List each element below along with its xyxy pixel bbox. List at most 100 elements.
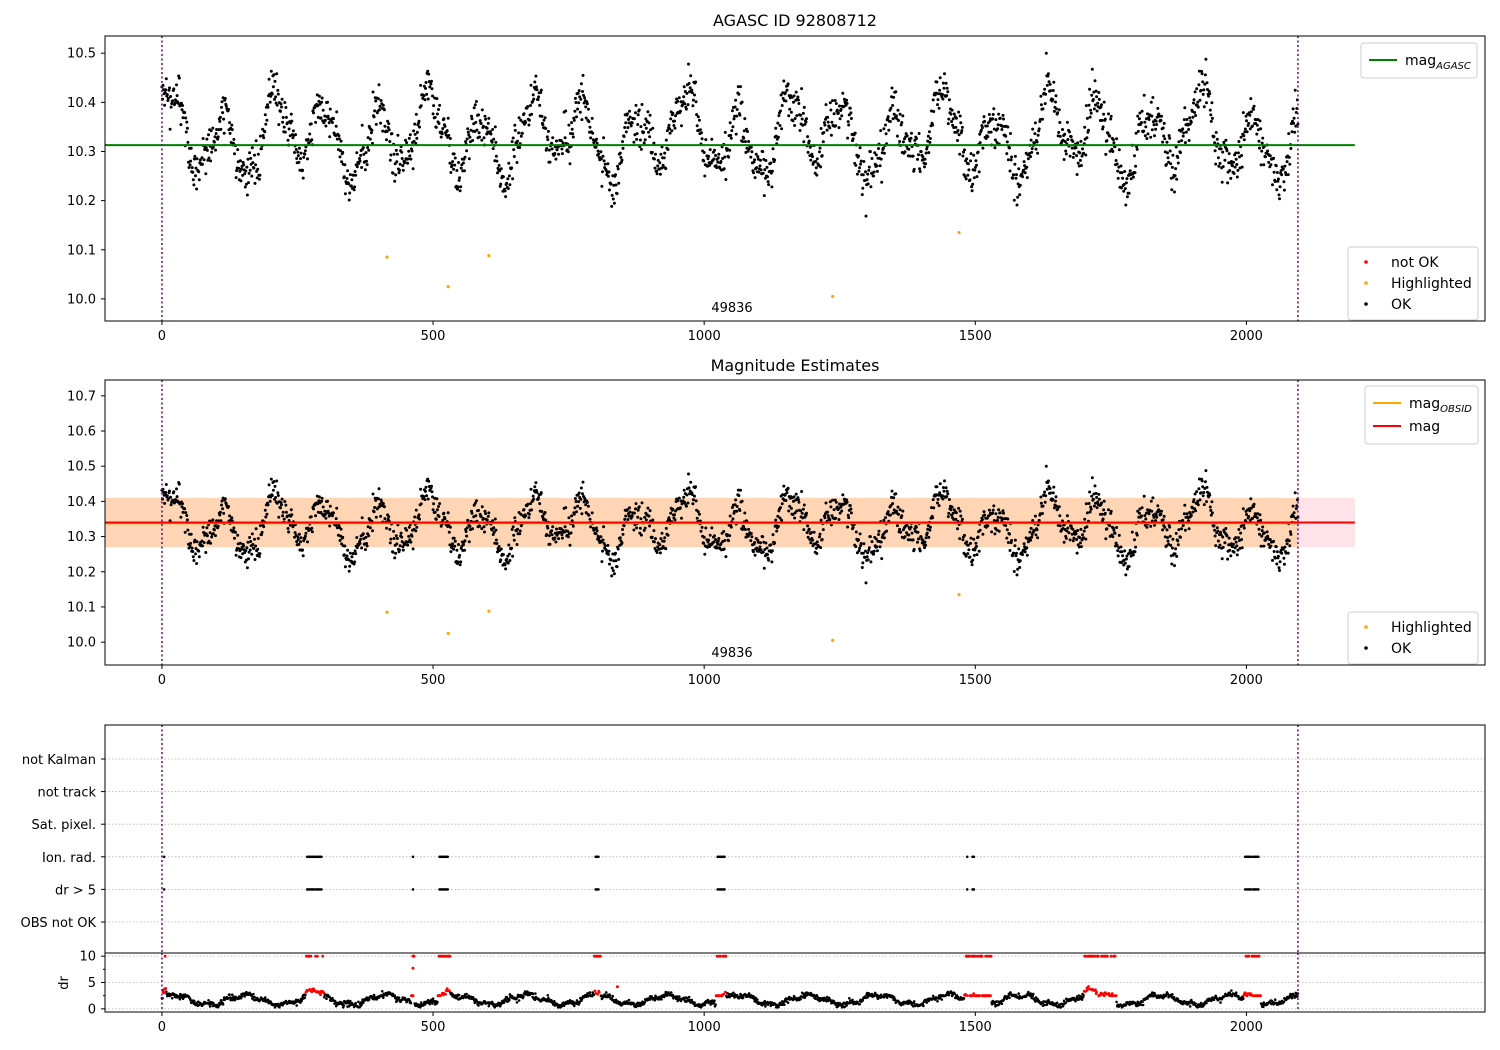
data-point xyxy=(1258,119,1262,123)
data-point xyxy=(607,549,611,553)
data-point xyxy=(362,152,366,156)
data-point xyxy=(1214,544,1218,548)
data-point xyxy=(655,169,659,173)
data-point xyxy=(763,548,767,551)
data-point xyxy=(784,499,788,502)
data-point xyxy=(886,115,890,119)
data-point xyxy=(877,529,881,533)
data-point xyxy=(459,166,463,170)
data-point xyxy=(618,151,622,155)
data-point xyxy=(672,124,676,127)
data-point xyxy=(985,124,989,128)
data-point xyxy=(1278,569,1281,572)
data-point xyxy=(1120,186,1123,190)
data-point xyxy=(327,117,331,121)
data-point xyxy=(473,103,477,107)
data-point xyxy=(481,517,485,520)
data-point xyxy=(510,546,514,550)
data-point xyxy=(1068,154,1072,158)
data-point xyxy=(426,497,430,501)
x-tick-label: 0 xyxy=(158,673,166,688)
data-point xyxy=(921,155,925,159)
data-point xyxy=(761,171,765,175)
data-point xyxy=(341,150,345,154)
data-point xyxy=(634,502,638,506)
data-point xyxy=(266,503,270,507)
data-point xyxy=(1244,114,1248,118)
data-point xyxy=(836,507,840,511)
data-point xyxy=(1088,115,1092,119)
data-point xyxy=(1259,163,1263,167)
data-point xyxy=(1233,165,1237,169)
data-point xyxy=(1192,101,1195,105)
data-point xyxy=(422,495,426,499)
data-point xyxy=(1282,562,1286,566)
data-point xyxy=(1217,164,1221,168)
data-point xyxy=(916,157,919,161)
data-point xyxy=(687,62,690,66)
data-point xyxy=(206,158,210,162)
data-point xyxy=(1176,161,1180,165)
data-point xyxy=(1093,484,1097,488)
data-point xyxy=(450,163,454,167)
data-point xyxy=(419,83,423,87)
data-point xyxy=(1197,477,1201,481)
data-point xyxy=(412,139,416,143)
data-point xyxy=(1049,89,1053,93)
data-point xyxy=(381,502,385,505)
dr-point xyxy=(304,993,307,997)
data-point xyxy=(793,516,797,520)
data-point xyxy=(385,138,388,142)
data-point xyxy=(1055,504,1058,508)
data-point xyxy=(1071,539,1075,543)
data-point xyxy=(1173,190,1176,194)
data-point xyxy=(1197,487,1201,491)
data-point xyxy=(601,549,604,553)
data-point xyxy=(762,194,766,198)
data-point xyxy=(680,516,683,520)
data-point xyxy=(628,506,631,510)
data-point xyxy=(1152,515,1156,519)
category-label: not track xyxy=(37,786,96,801)
data-point xyxy=(328,524,332,528)
data-point xyxy=(1035,140,1039,144)
data-point xyxy=(595,137,598,141)
data-point xyxy=(463,155,467,159)
data-point xyxy=(1048,82,1052,86)
data-point xyxy=(1133,538,1136,542)
data-point xyxy=(804,120,808,124)
data-point xyxy=(1264,538,1267,542)
data-point xyxy=(422,94,426,98)
data-point xyxy=(1010,155,1014,159)
data-point xyxy=(406,543,410,547)
data-point xyxy=(1170,562,1174,566)
data-point xyxy=(227,107,230,111)
data-point xyxy=(467,540,471,544)
data-point xyxy=(233,536,236,540)
dr-point xyxy=(349,999,352,1003)
data-point xyxy=(700,525,704,529)
data-point xyxy=(516,527,519,531)
data-point xyxy=(780,104,784,107)
data-point xyxy=(602,136,606,140)
data-point xyxy=(1266,149,1270,153)
data-point xyxy=(1104,152,1108,156)
data-point xyxy=(1100,118,1104,122)
data-point xyxy=(1012,173,1016,177)
data-point xyxy=(579,82,583,86)
data-point xyxy=(731,517,735,521)
data-point xyxy=(279,102,283,106)
data-point xyxy=(600,560,604,564)
data-point xyxy=(1212,524,1216,528)
data-point xyxy=(1216,529,1220,533)
data-point xyxy=(664,138,668,142)
data-point xyxy=(326,114,330,118)
data-point xyxy=(776,121,780,125)
data-point xyxy=(429,82,433,86)
data-point xyxy=(499,547,503,551)
data-point xyxy=(569,531,573,535)
data-point xyxy=(184,116,188,120)
data-point xyxy=(195,157,199,161)
data-point xyxy=(1147,512,1151,516)
data-point xyxy=(452,152,456,156)
